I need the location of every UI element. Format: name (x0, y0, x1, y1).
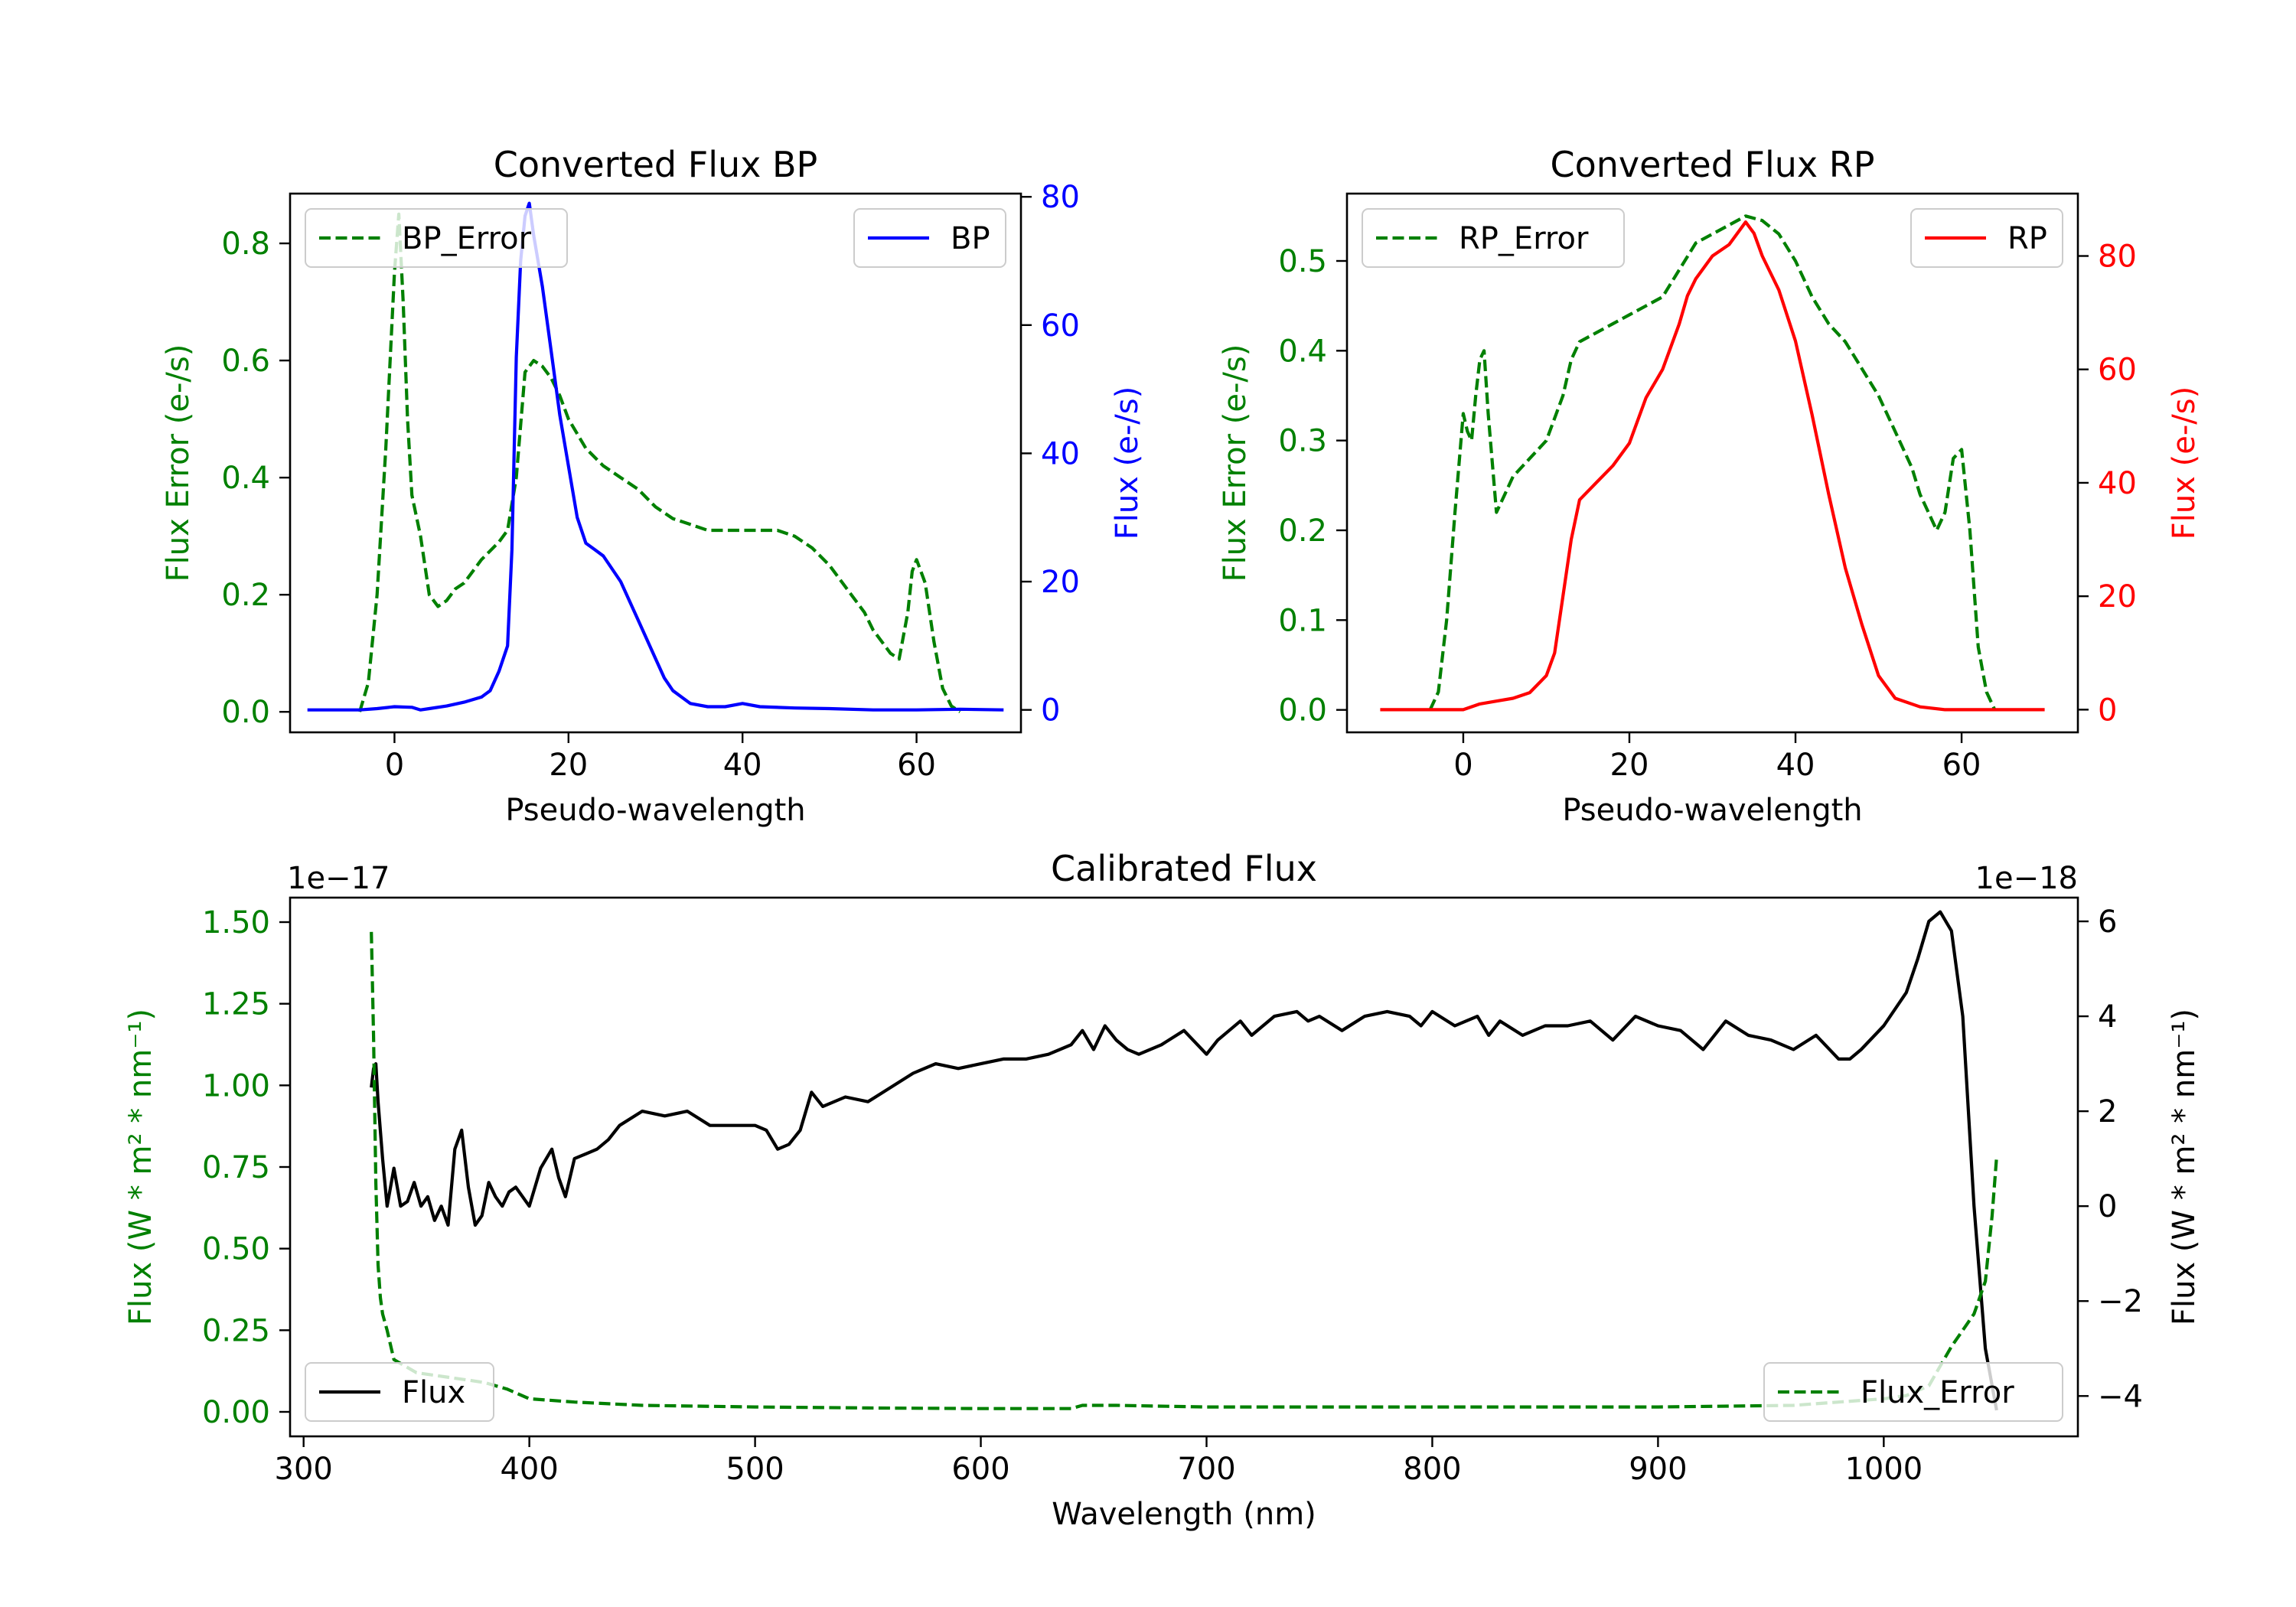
y-left-tick-label: 0.4 (221, 461, 270, 496)
x-axis-label: Pseudo-wavelength (505, 793, 805, 828)
y-right-tick-label: 80 (1041, 180, 1080, 215)
series-line-rp (1380, 220, 2045, 712)
axes-frame (1345, 192, 2079, 734)
y-left-tick-label: 0.50 (202, 1232, 270, 1267)
x-tick-label: 800 (1403, 1452, 1461, 1487)
legend-label: BP_Error (402, 221, 532, 256)
y-left-tick-label: 0.2 (1278, 513, 1327, 549)
y-right-tick-label: −2 (2098, 1284, 2143, 1319)
y-left-axis-label: Flux (W * m² * nm⁻¹) (123, 1009, 158, 1325)
y-right-tick-label: 0 (1041, 693, 1060, 729)
y-left-tick-label: 0.0 (221, 695, 270, 730)
y-right-tick-label: 2 (2098, 1094, 2117, 1129)
x-tick-label: 0 (385, 748, 404, 783)
x-tick-label: 300 (275, 1452, 333, 1487)
x-axis-label: Wavelength (nm) (1052, 1497, 1316, 1532)
x-tick-label: 20 (549, 748, 588, 783)
y-right-tick-label: 80 (2098, 240, 2137, 275)
y-right-tick-label: 40 (1041, 436, 1080, 471)
legend-flux: Flux (305, 1362, 494, 1422)
legend-label: RP (2007, 221, 2047, 256)
legend-box (853, 208, 1006, 268)
y-right-tick-label: 60 (1041, 308, 1080, 344)
y-right-tick-label: 0 (2098, 693, 2117, 728)
y-left-tick-label: 0.8 (221, 227, 270, 262)
x-axis-label: Pseudo-wavelength (1562, 793, 1862, 828)
series-line-flux (370, 910, 1998, 1411)
legend-label: BP (951, 221, 990, 256)
y-right-axis-label: Flux (e-/s) (1110, 386, 1145, 539)
x-tick-label: 0 (1453, 748, 1473, 783)
y-right-tick-label: 0 (2098, 1189, 2117, 1224)
legend-box (305, 1362, 494, 1422)
y-left-offset-label: 1e−17 (287, 861, 390, 896)
y-right-tick-label: 4 (2098, 999, 2117, 1035)
y-right-tick-label: 40 (2098, 466, 2137, 501)
x-tick-label: 900 (1629, 1452, 1687, 1487)
y-right-axis-label: Flux (W * m² * nm⁻¹) (2167, 1009, 2202, 1325)
y-left-tick-label: 0.3 (1278, 424, 1327, 459)
legend-box (305, 208, 568, 268)
y-left-tick-label: 0.6 (221, 344, 270, 379)
y-left-tick-label: 0.25 (202, 1313, 270, 1348)
legend-box (1362, 208, 1625, 268)
y-left-tick-label: 0.00 (202, 1395, 270, 1430)
x-tick-label: 60 (897, 748, 936, 783)
y-left-tick-label: 0.2 (221, 578, 270, 613)
x-tick-label: 700 (1177, 1452, 1235, 1487)
legend-rp: RP (1910, 208, 2063, 268)
y-right-tick-label: 20 (2098, 579, 2137, 614)
legend-label: RP_Error (1459, 221, 1589, 256)
legend-flux-error: Flux_Error (1763, 1362, 2063, 1422)
x-tick-label: 40 (723, 748, 762, 783)
series-line-bp (307, 201, 1004, 712)
y-right-tick-label: 20 (1041, 565, 1080, 600)
x-tick-label: 60 (1942, 748, 1981, 783)
y-right-tick-label: 6 (2098, 905, 2117, 940)
x-tick-label: 500 (726, 1452, 784, 1487)
series-line-bp-error (357, 212, 961, 713)
x-tick-label: 20 (1610, 748, 1649, 783)
legend-bp: BP (853, 208, 1006, 268)
chart-bp: 0 20 40 60 0.0 0.2 0.4 0.6 0.8 0 20 40 60 80 Converted… (161, 144, 1145, 828)
chart-calibrated: 300 400 500 600 700 800 900 1000 0.00 0.25 0.50 0.7… (123, 848, 2202, 1532)
y-right-tick-label: 60 (2098, 353, 2137, 388)
y-left-tick-label: 0.75 (202, 1150, 270, 1185)
legend-bp-error: BP_Error (305, 208, 568, 268)
plots: 0 20 40 600.00.20.40.60.8020406080Converted… (123, 144, 2202, 1532)
legend-label: Flux (402, 1375, 465, 1410)
y-left-tick-label: 0.5 (1278, 244, 1327, 279)
y-right-offset-label: 1e−18 (1975, 861, 2078, 896)
axes-frame (289, 192, 1022, 734)
y-right-axis-label: Flux (e-/s) (2167, 386, 2202, 539)
y-left-axis-label: Flux Error (e-/s) (161, 344, 196, 582)
y-right-tick-label: −4 (2098, 1379, 2143, 1414)
legend-box (1763, 1362, 2063, 1422)
y-left-tick-label: 1.25 (202, 987, 270, 1022)
legend-box (1910, 208, 2063, 268)
chart-title: Converted Flux RP (1551, 144, 1875, 185)
y-left-axis-label: Flux Error (e-/s) (1218, 344, 1253, 582)
y-left-tick-label: 0.1 (1278, 603, 1327, 638)
y-left-tick-label: 1.00 (202, 1068, 270, 1103)
x-tick-label: 1000 (1844, 1452, 1923, 1487)
y-left-tick-label: 1.50 (202, 905, 270, 940)
x-tick-label: 400 (500, 1452, 558, 1487)
chart-rp: 0 20 40 60 0.0 0.1 0.2 0.3 0.4 0.5 0 20 40 60 80 Conver… (1218, 144, 2202, 828)
chart-title: Calibrated Flux (1051, 848, 1317, 889)
y-left-tick-label: 0.4 (1278, 334, 1327, 369)
chart-title: Converted Flux BP (494, 144, 818, 185)
legend-rp-error: RP_Error (1362, 208, 1625, 268)
x-tick-label: 40 (1776, 748, 1815, 783)
y-left-tick-label: 0.0 (1278, 693, 1327, 729)
x-tick-label: 600 (951, 1452, 1009, 1487)
legend-label: Flux_Error (1861, 1375, 2014, 1410)
